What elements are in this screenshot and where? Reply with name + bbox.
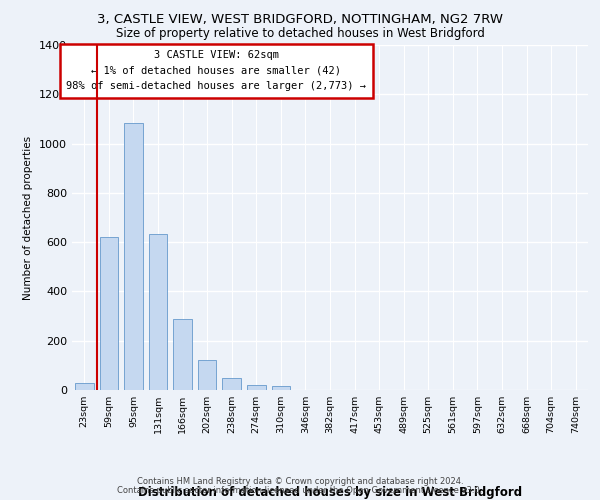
Text: 3 CASTLE VIEW: 62sqm
← 1% of detached houses are smaller (42)
98% of semi-detach: 3 CASTLE VIEW: 62sqm ← 1% of detached ho…: [67, 50, 367, 92]
Bar: [247, 384, 265, 390]
Bar: [149, 234, 167, 390]
Bar: [173, 318, 192, 390]
Bar: [272, 386, 290, 390]
Bar: [124, 122, 143, 390]
Bar: [100, 237, 118, 390]
Y-axis label: Number of detached properties: Number of detached properties: [23, 136, 34, 300]
Text: Contains HM Land Registry data © Crown copyright and database right 2024.: Contains HM Land Registry data © Crown c…: [137, 477, 463, 486]
X-axis label: Distribution of detached houses by size in West Bridgford: Distribution of detached houses by size …: [138, 486, 522, 499]
Bar: [223, 378, 241, 390]
Text: 3, CASTLE VIEW, WEST BRIDGFORD, NOTTINGHAM, NG2 7RW: 3, CASTLE VIEW, WEST BRIDGFORD, NOTTINGH…: [97, 12, 503, 26]
Text: Contains public sector information licensed under the Open Government Licence v3: Contains public sector information licen…: [118, 486, 482, 495]
Bar: [75, 382, 94, 390]
Bar: [198, 360, 217, 390]
Text: Size of property relative to detached houses in West Bridgford: Size of property relative to detached ho…: [116, 28, 484, 40]
